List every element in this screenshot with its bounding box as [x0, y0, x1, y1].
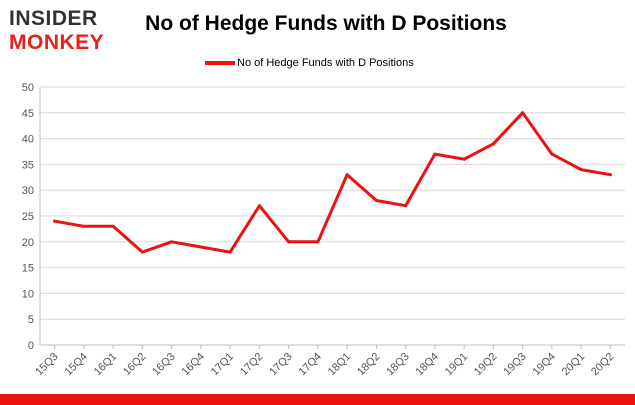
data-point: [404, 204, 408, 208]
series-line: [53, 111, 612, 254]
y-tick-label: 40: [22, 134, 34, 146]
x-tick-label: 16Q2: [121, 351, 149, 379]
data-point: [374, 199, 378, 203]
y-tick-label: 30: [22, 185, 34, 197]
x-tick-label: 16Q4: [179, 351, 207, 379]
x-tick-label: 19Q3: [501, 351, 529, 379]
data-point: [257, 204, 261, 208]
x-tick-label: 19Q1: [443, 351, 471, 379]
data-point: [579, 168, 583, 172]
data-point: [53, 219, 57, 223]
insider-monkey-logo: INSIDER MONKEY: [9, 7, 104, 54]
data-point: [462, 157, 466, 161]
bottom-accent-bar: [0, 394, 635, 405]
svg-text:MONKEY: MONKEY: [9, 31, 104, 54]
y-tick-label: 45: [22, 108, 34, 120]
y-tick-label: 0: [28, 340, 34, 352]
data-point: [287, 240, 291, 244]
y-tick-label: 5: [28, 314, 34, 326]
data-point: [111, 224, 115, 228]
x-tick-label: 17Q4: [296, 351, 324, 379]
chart-title: No of Hedge Funds with D Positions: [145, 12, 507, 35]
x-tick-label: 19Q4: [530, 351, 558, 379]
svg-text:INSIDER: INSIDER: [9, 7, 98, 30]
y-tick-label: 25: [22, 211, 34, 223]
x-tick-label: 16Q3: [150, 351, 178, 379]
x-tick-label: 18Q1: [326, 351, 354, 379]
x-tick-label: 17Q2: [238, 351, 266, 379]
x-tick-label: 15Q3: [33, 351, 61, 379]
y-tick-label: 20: [22, 237, 34, 249]
data-point: [491, 142, 495, 146]
data-point: [433, 152, 437, 156]
x-tick-label: 18Q4: [413, 351, 441, 379]
x-tick-label: 20Q2: [589, 351, 617, 379]
y-tick-label: 15: [22, 263, 34, 275]
data-point: [140, 250, 144, 254]
data-point: [316, 240, 320, 244]
x-tick-label: 18Q2: [355, 351, 383, 379]
x-tick-label: 17Q3: [267, 351, 295, 379]
x-tick-label: 16Q1: [92, 351, 120, 379]
data-point: [550, 152, 554, 156]
data-point: [199, 245, 203, 249]
chart-legend: No of Hedge Funds with D Positions: [205, 55, 414, 71]
data-point: [345, 173, 349, 177]
data-point: [608, 173, 612, 177]
data-point: [170, 240, 174, 244]
data-point: [228, 250, 232, 254]
legend-swatch: [205, 61, 235, 65]
x-tick-label: 18Q3: [384, 351, 412, 379]
legend-label: No of Hedge Funds with D Positions: [237, 57, 414, 69]
y-tick-label: 50: [22, 82, 34, 94]
x-tick-label: 19Q2: [472, 351, 500, 379]
x-tick-label: 15Q4: [62, 351, 90, 379]
data-point: [521, 111, 525, 115]
x-tick-label: 20Q1: [560, 351, 588, 379]
x-tick-label: 17Q1: [209, 351, 237, 379]
y-tick-label: 10: [22, 288, 34, 300]
data-point: [82, 224, 86, 228]
y-tick-label: 35: [22, 159, 34, 171]
